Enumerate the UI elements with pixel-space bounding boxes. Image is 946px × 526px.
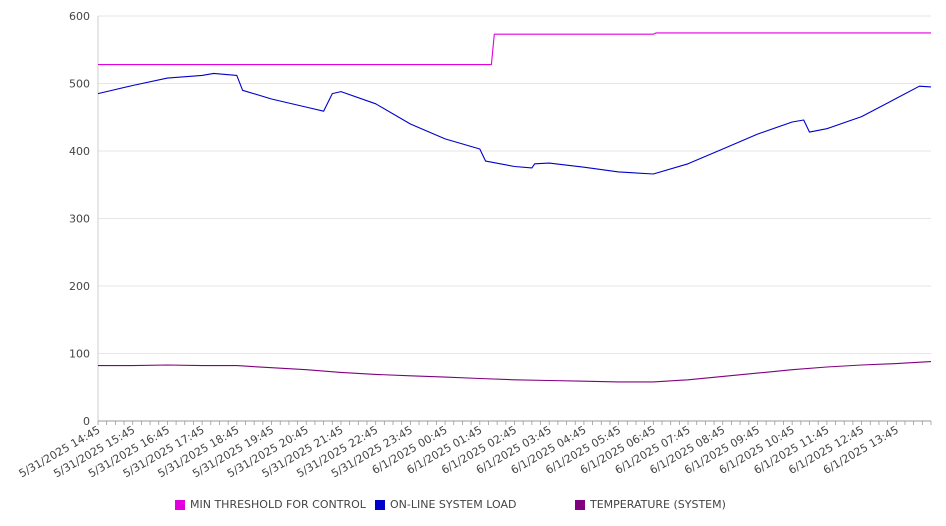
legend-item-temperature[interactable]: TEMPERATURE (SYSTEM)	[575, 498, 726, 511]
y-tick-label: 600	[69, 10, 90, 23]
legend-swatch	[375, 499, 385, 510]
y-tick-label: 400	[69, 145, 90, 158]
y-tick-label: 0	[83, 415, 90, 428]
y-tick-label: 500	[69, 78, 90, 91]
series-line-1	[97, 72, 932, 175]
legend-label: MIN THRESHOLD FOR CONTROL	[190, 498, 366, 511]
y-tick-label: 100	[69, 348, 90, 361]
grid-lines	[98, 15, 931, 354]
legend-item-min-threshold[interactable]: MIN THRESHOLD FOR CONTROL	[175, 498, 366, 511]
series-line-2	[98, 361, 932, 383]
series-lines	[97, 32, 932, 383]
legend-swatch	[175, 499, 185, 510]
legend-label: ON-LINE SYSTEM LOAD	[390, 498, 517, 511]
axes	[97, 16, 932, 425]
x-axis-ticks: 5/31/2025 14:455/31/2025 15:455/31/2025 …	[17, 423, 901, 480]
legend-swatch	[575, 499, 585, 510]
y-axis-ticks: 0 100 200 300 400 500 600	[69, 10, 90, 428]
y-tick-label: 200	[69, 280, 90, 293]
series-line-0	[98, 32, 931, 66]
y-tick-label: 300	[69, 213, 90, 226]
legend-label: TEMPERATURE (SYSTEM)	[590, 498, 726, 511]
legend-item-system-load[interactable]: ON-LINE SYSTEM LOAD	[375, 498, 516, 511]
legend: MIN THRESHOLD FOR CONTROL ON-LINE SYSTEM…	[0, 498, 946, 514]
